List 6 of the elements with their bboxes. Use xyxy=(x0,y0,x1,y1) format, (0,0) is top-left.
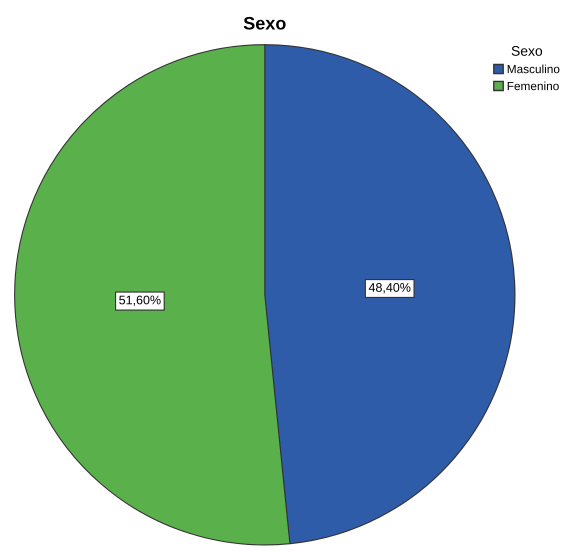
legend-label: Masculino xyxy=(508,64,560,74)
legend-label: Femenino xyxy=(508,82,559,90)
legend-title: Sexo xyxy=(512,46,542,56)
data-label: 51,60% xyxy=(119,296,161,306)
data-label: 48,40% xyxy=(368,283,410,294)
chart-title: Sexo xyxy=(244,16,286,30)
